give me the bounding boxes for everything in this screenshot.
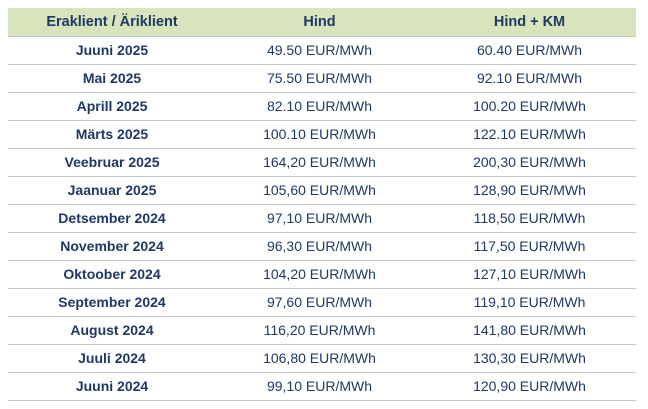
table-row: Juuni 2025 49.50 EUR/MWh 60.40 EUR/MWh [8, 36, 636, 65]
table-row: Jaanuar 2025 105,60 EUR/MWh 128,90 EUR/MWh [8, 176, 636, 205]
month-cell: November 2024 [8, 232, 216, 261]
price-cell: 49.50 EUR/MWh [216, 36, 423, 65]
header-price: Hind [216, 8, 423, 37]
month-cell: Jaanuar 2025 [8, 176, 216, 205]
header-client: Eraklient / Äriklient [8, 8, 216, 37]
table-row: Märts 2025 100.10 EUR/MWh 122.10 EUR/MWh [8, 120, 636, 149]
price-vat-cell: 122.10 EUR/MWh [423, 120, 636, 149]
table-row: Mai 2025 75.50 EUR/MWh 92.10 EUR/MWh [8, 64, 636, 93]
header-row: Eraklient / Äriklient Hind Hind + KM [8, 8, 636, 37]
table-row: Detsember 2024 97,10 EUR/MWh 118,50 EUR/MW… [8, 204, 636, 233]
table-body: Juuni 2025 49.50 EUR/MWh 60.40 EUR/MWh Mai … [8, 36, 636, 401]
table-row: Veebruar 2025 164,20 EUR/MWh 200,30 EUR/MW… [8, 148, 636, 177]
table-row: Oktoober 2024 104,20 EUR/MWh 127,10 EUR/MW… [8, 260, 636, 289]
price-vat-cell: 130,30 EUR/MWh [423, 344, 636, 373]
month-cell: Juuni 2024 [8, 372, 216, 401]
month-cell: Aprill 2025 [8, 92, 216, 121]
table-row: Aprill 2025 82.10 EUR/MWh 100.20 EUR/MWh [8, 92, 636, 121]
table-row: August 2024 116,20 EUR/MWh 141,80 EUR/MWh [8, 316, 636, 345]
price-table: Eraklient / Äriklient Hind Hind + KM Juu… [8, 8, 636, 401]
price-vat-cell: 117,50 EUR/MWh [423, 232, 636, 261]
month-cell: August 2024 [8, 316, 216, 345]
price-vat-cell: 128,90 EUR/MWh [423, 176, 636, 205]
price-vat-cell: 60.40 EUR/MWh [423, 36, 636, 65]
price-cell: 116,20 EUR/MWh [216, 316, 423, 345]
table-row: Juuni 2024 99,10 EUR/MWh 120,90 EUR/MWh [8, 372, 636, 401]
table-row: Juuli 2024 106,80 EUR/MWh 130,30 EUR/MWh [8, 344, 636, 373]
price-vat-cell: 92.10 EUR/MWh [423, 64, 636, 93]
month-cell: September 2024 [8, 288, 216, 317]
price-cell: 97,60 EUR/MWh [216, 288, 423, 317]
price-cell: 100.10 EUR/MWh [216, 120, 423, 149]
table-row: November 2024 96,30 EUR/MWh 117,50 EUR/MWh [8, 232, 636, 261]
price-cell: 75.50 EUR/MWh [216, 64, 423, 93]
price-vat-cell: 200,30 EUR/MWh [423, 148, 636, 177]
price-cell: 104,20 EUR/MWh [216, 260, 423, 289]
price-cell: 82.10 EUR/MWh [216, 92, 423, 121]
table-header: Eraklient / Äriklient Hind Hind + KM [8, 8, 636, 37]
price-vat-cell: 119,10 EUR/MWh [423, 288, 636, 317]
month-cell: Veebruar 2025 [8, 148, 216, 177]
price-cell: 99,10 EUR/MWh [216, 372, 423, 401]
price-vat-cell: 118,50 EUR/MWh [423, 204, 636, 233]
price-cell: 105,60 EUR/MWh [216, 176, 423, 205]
month-cell: Oktoober 2024 [8, 260, 216, 289]
price-vat-cell: 141,80 EUR/MWh [423, 316, 636, 345]
month-cell: Märts 2025 [8, 120, 216, 149]
price-vat-cell: 120,90 EUR/MWh [423, 372, 636, 401]
table-row: September 2024 97,60 EUR/MWh 119,10 EUR/MW… [8, 288, 636, 317]
price-cell: 164,20 EUR/MWh [216, 148, 423, 177]
price-cell: 106,80 EUR/MWh [216, 344, 423, 373]
price-cell: 97,10 EUR/MWh [216, 204, 423, 233]
month-cell: Detsember 2024 [8, 204, 216, 233]
month-cell: Juuli 2024 [8, 344, 216, 373]
price-vat-cell: 100.20 EUR/MWh [423, 92, 636, 121]
month-cell: Mai 2025 [8, 64, 216, 93]
price-cell: 96,30 EUR/MWh [216, 232, 423, 261]
price-vat-cell: 127,10 EUR/MWh [423, 260, 636, 289]
month-cell: Juuni 2025 [8, 36, 216, 65]
header-price-vat: Hind + KM [423, 8, 636, 37]
